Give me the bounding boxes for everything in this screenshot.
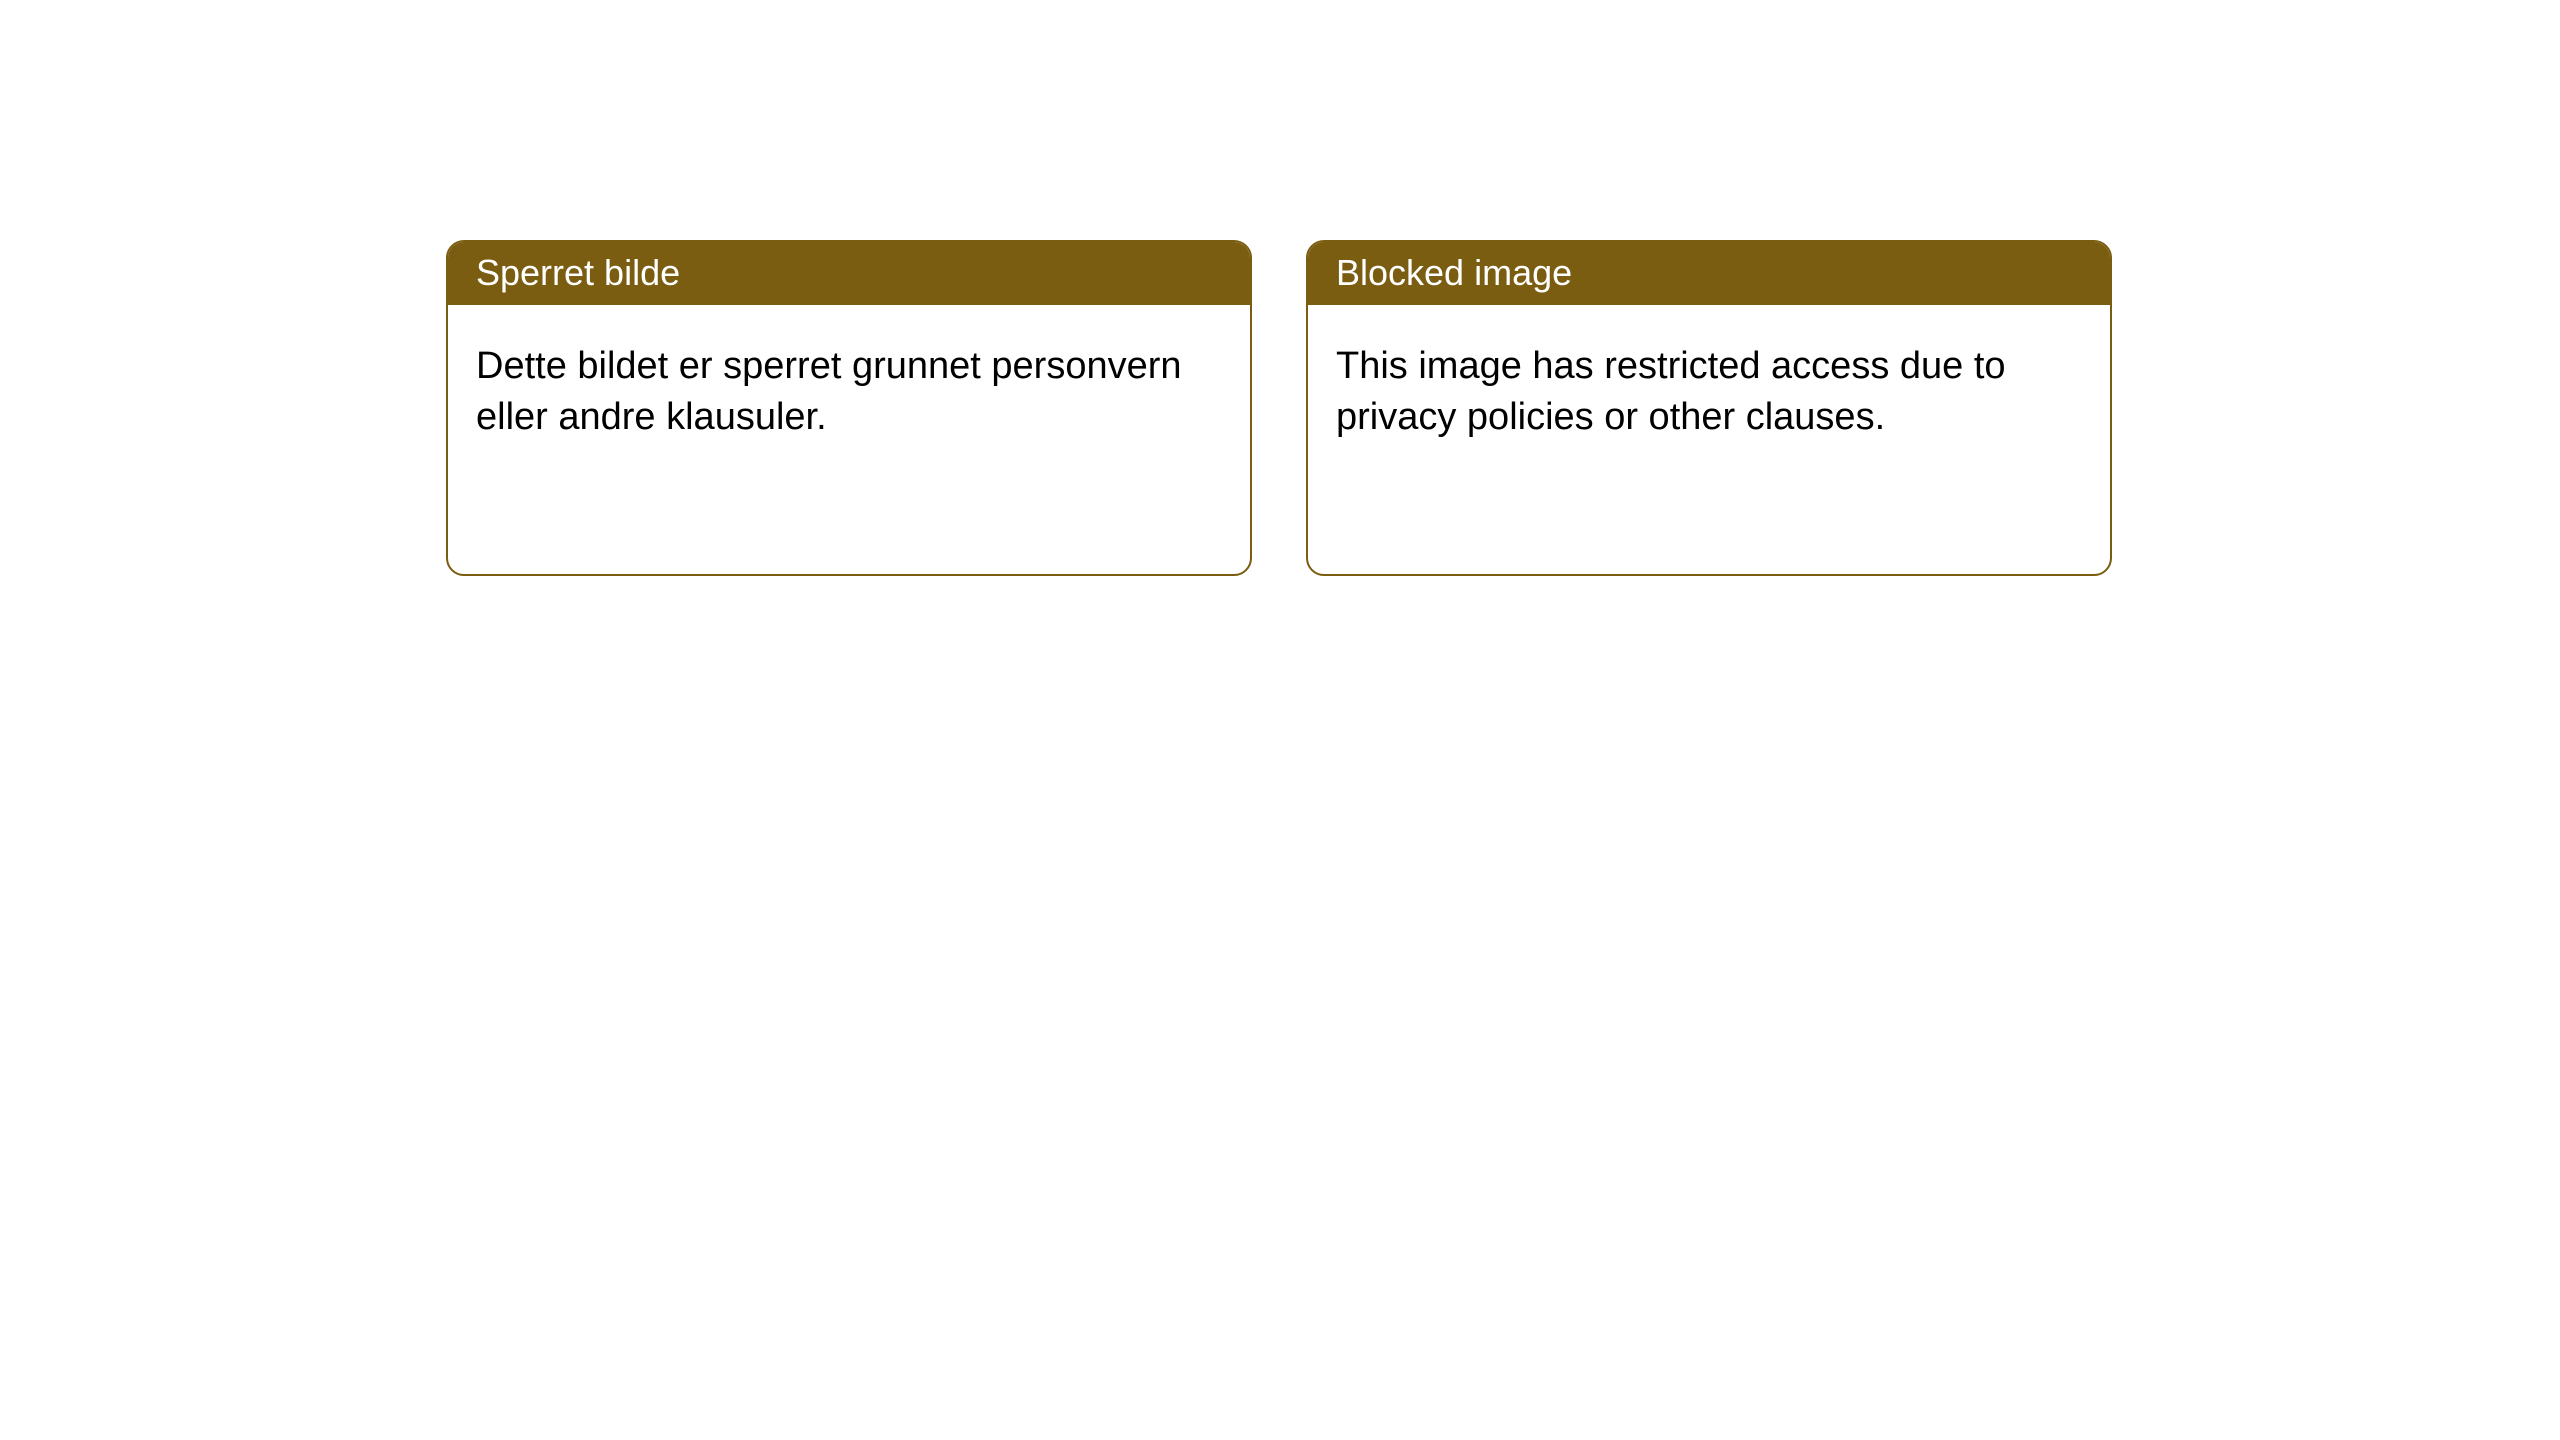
cards-container: Sperret bilde Dette bildet er sperret gr…	[0, 0, 2560, 576]
blocked-image-card-en: Blocked image This image has restricted …	[1306, 240, 2112, 576]
blocked-image-card-no: Sperret bilde Dette bildet er sperret gr…	[446, 240, 1252, 576]
card-body-no: Dette bildet er sperret grunnet personve…	[448, 305, 1250, 480]
card-body-text-en: This image has restricted access due to …	[1336, 345, 2006, 438]
card-title-en: Blocked image	[1336, 252, 1572, 293]
card-header-en: Blocked image	[1308, 242, 2110, 305]
card-body-text-no: Dette bildet er sperret grunnet personve…	[476, 345, 1182, 438]
card-title-no: Sperret bilde	[476, 252, 680, 293]
card-header-no: Sperret bilde	[448, 242, 1250, 305]
card-body-en: This image has restricted access due to …	[1308, 305, 2110, 480]
